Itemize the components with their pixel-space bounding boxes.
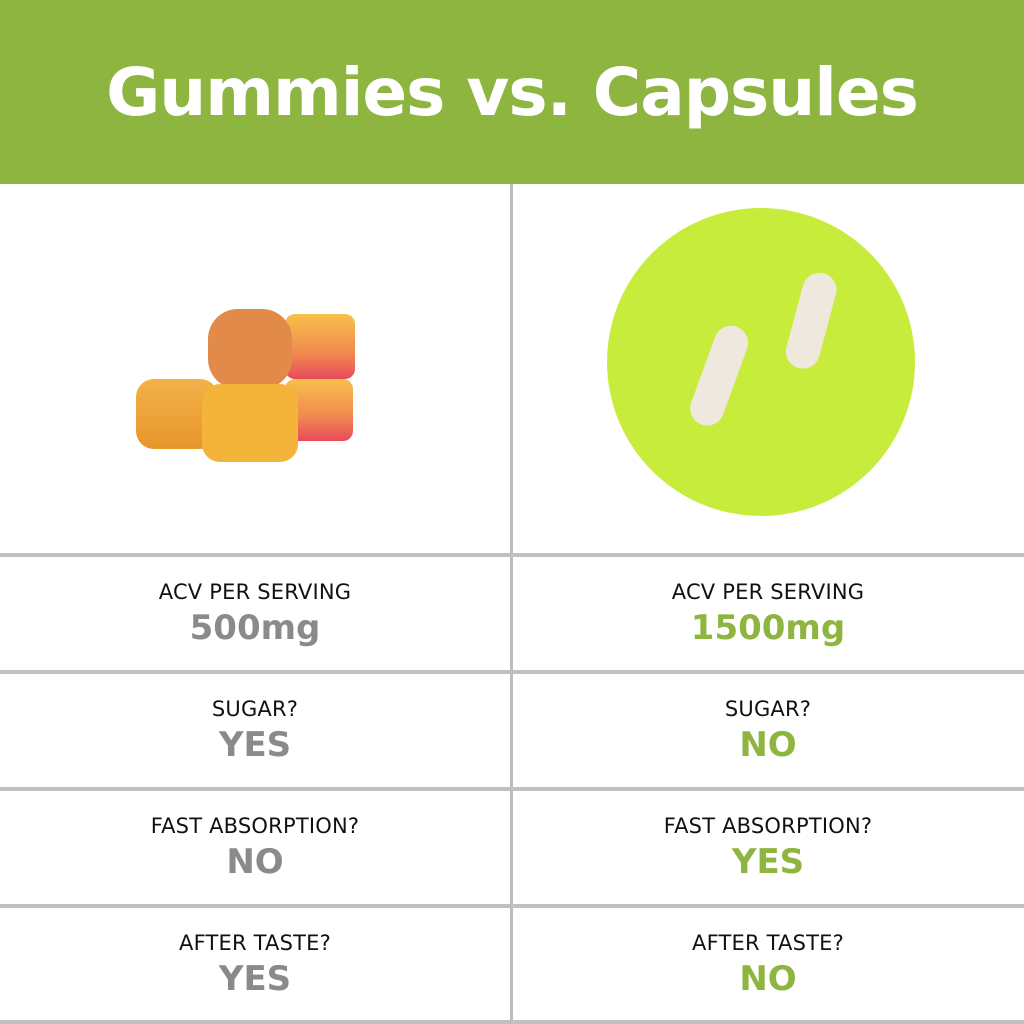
gummies-absorption-cell: FAST ABSORPTION? NO <box>0 791 510 905</box>
gummy <box>202 384 298 462</box>
capsules-absorption-cell: FAST ABSORPTION? YES <box>513 791 1023 905</box>
gummies-value: NO <box>226 842 284 882</box>
header-banner: Gummies vs. Capsules <box>0 0 1024 184</box>
row-label: ACV PER SERVING <box>158 580 352 604</box>
gummies-acv-cell: ACV PER SERVING 500mg <box>0 557 510 671</box>
column-divider <box>510 184 513 1024</box>
capsules-value: NO <box>739 959 797 999</box>
green-circle <box>607 208 915 516</box>
row-label: AFTER TASTE? <box>692 931 844 955</box>
gummies-value: 500mg <box>189 608 321 648</box>
gummies-sugar-cell: SUGAR? YES <box>0 674 510 788</box>
capsule <box>785 272 837 369</box>
capsules-value: YES <box>731 842 805 882</box>
row-label: SUGAR? <box>724 697 812 721</box>
row-divider <box>0 553 1024 557</box>
row-label: SUGAR? <box>211 697 299 721</box>
capsules-image <box>513 184 1023 554</box>
row-label: AFTER TASTE? <box>179 931 331 955</box>
gummy <box>136 379 218 449</box>
row-label: FAST ABSORPTION? <box>663 814 873 838</box>
gummy <box>285 379 353 441</box>
gummy <box>208 309 292 389</box>
gummies-image <box>0 184 510 554</box>
row-divider <box>0 787 1024 791</box>
capsule <box>690 325 749 426</box>
row-divider <box>0 670 1024 674</box>
row-divider <box>0 904 1024 908</box>
capsules-value: NO <box>739 725 797 765</box>
gummies-aftertaste-cell: AFTER TASTE? YES <box>0 908 510 1022</box>
row-label: FAST ABSORPTION? <box>150 814 360 838</box>
capsules-aftertaste-cell: AFTER TASTE? NO <box>513 908 1023 1022</box>
gummies-value: YES <box>218 725 292 765</box>
capsules-acv-cell: ACV PER SERVING 1500mg <box>513 557 1023 671</box>
gummies-value: YES <box>218 959 292 999</box>
capsules-sugar-cell: SUGAR? NO <box>513 674 1023 788</box>
capsules-value: 1500mg <box>690 608 846 648</box>
gummy <box>285 314 355 379</box>
page-title: Gummies vs. Capsules <box>106 53 919 131</box>
row-label: ACV PER SERVING <box>671 580 865 604</box>
row-divider <box>0 1020 1024 1024</box>
